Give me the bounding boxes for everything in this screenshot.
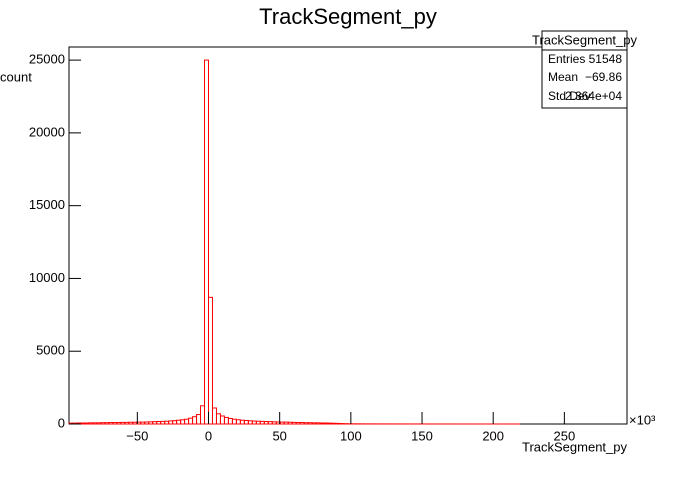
y-tick-label: 5000	[36, 343, 65, 358]
y-tick-label: 20000	[29, 124, 65, 139]
stats-value: 51548	[589, 52, 623, 66]
x-tick-label: 50	[272, 428, 286, 443]
bar	[328, 423, 332, 424]
y-tick-label: 25000	[29, 52, 65, 67]
stats-value: 2.364e+04	[565, 89, 622, 103]
x-tick-label: −50	[126, 428, 148, 443]
stats-box: TrackSegment_py Entries 51548 Mean −69.8…	[532, 31, 638, 108]
stats-value: −69.86	[585, 70, 622, 84]
x-tick-label: 200	[482, 428, 504, 443]
x-exponent: ×10³	[629, 412, 656, 427]
y-tick-label: 15000	[29, 197, 65, 212]
x-tick-label: 250	[554, 428, 576, 443]
stats-label: Mean	[548, 70, 578, 84]
x-tick-label: 0	[205, 428, 212, 443]
stats-title: TrackSegment_py	[532, 32, 638, 47]
y-axis-title: count	[0, 69, 32, 84]
y-tick-label: 10000	[29, 270, 65, 285]
chart-title: TrackSegment_py	[259, 4, 437, 29]
bar	[336, 423, 340, 424]
x-tick-label: 150	[411, 428, 433, 443]
stats-label: Entries	[548, 52, 585, 66]
x-tick-label: 100	[340, 428, 362, 443]
y-tick-label: 0	[58, 415, 65, 430]
bar	[332, 423, 336, 424]
